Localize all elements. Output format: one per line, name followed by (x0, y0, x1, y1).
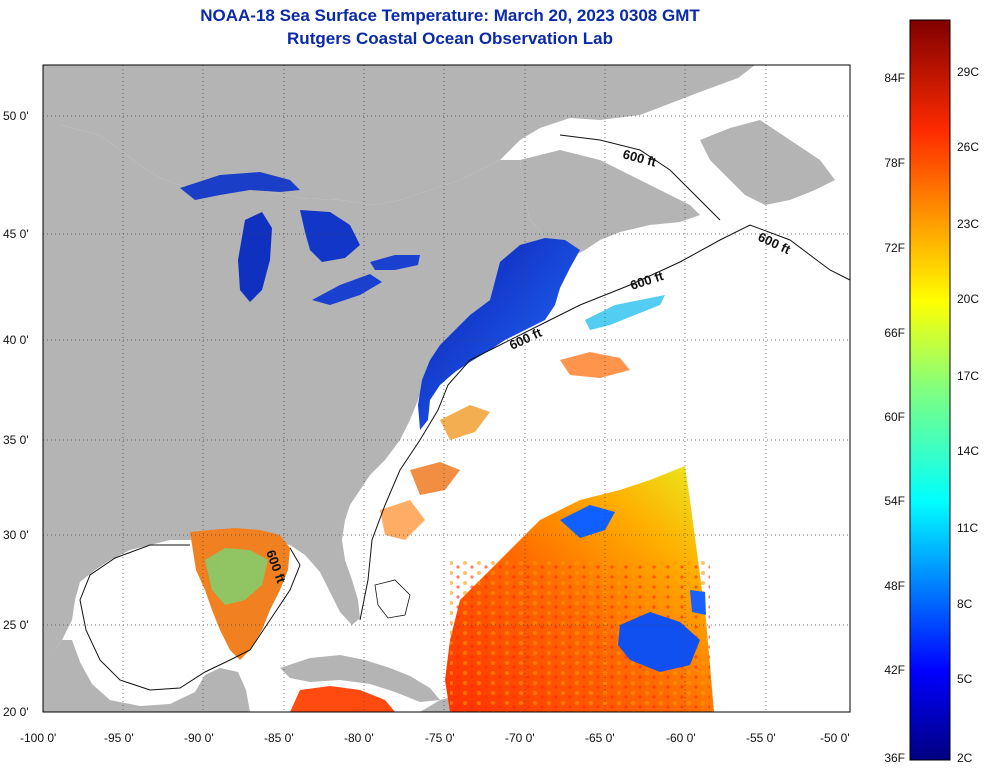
sst-cold-eddy-1 (560, 505, 615, 538)
cb-f-label: 54F (884, 494, 905, 508)
sst-gulfstream-patch-3 (380, 500, 425, 540)
lon-tick: -65 0' (585, 731, 615, 745)
lake-huron (300, 210, 360, 262)
sst-gulf-cool (205, 548, 268, 605)
cb-f-label: 36F (884, 751, 905, 765)
lat-tick: 25 0' (3, 618, 29, 632)
cb-c-label: 5C (957, 672, 973, 686)
lon-tick: -75 0' (425, 731, 455, 745)
sst-caribbean (290, 686, 395, 712)
lat-tick: 45 0' (3, 227, 29, 241)
colorbar (909, 19, 951, 761)
contour-600ft-north (559, 134, 721, 221)
land-cuba (280, 655, 440, 702)
cb-c-label: 8C (957, 597, 973, 611)
cb-c-label: 20C (957, 292, 979, 306)
lake-superior (180, 172, 300, 200)
land-north (43, 65, 755, 205)
lon-tick: -90 0' (184, 731, 214, 745)
cb-c-label: 29C (957, 65, 979, 79)
map-border (42, 64, 851, 713)
lat-tick: 30 0' (3, 528, 29, 542)
cb-c-label: 26C (957, 140, 979, 154)
lat-tick: 20 0' (3, 705, 29, 719)
lat-tick: 35 0' (3, 433, 29, 447)
cb-c-label: 14C (957, 444, 979, 458)
cb-f-label: 78F (884, 156, 905, 170)
cb-f-label: 66F (884, 326, 905, 340)
lon-tick: -70 0' (505, 731, 535, 745)
lon-tick: -60 0' (666, 731, 696, 745)
land-mexico (43, 640, 250, 712)
lon-tick: -55 0' (746, 731, 776, 745)
map-title: NOAA-18 Sea Surface Temperature: March 2… (200, 6, 700, 25)
lat-ticks: 50 0' 45 0' 40 0' 35 0' 30 0' 25 0' 20 0… (3, 109, 29, 719)
lat-tick: 40 0' (3, 333, 29, 347)
lat-tick: 50 0' (3, 109, 29, 123)
land-maritimes (520, 150, 700, 258)
contour-600ft-gulf (79, 544, 301, 691)
lon-tick: -80 0' (344, 731, 374, 745)
sst-gulfstream-patch-1 (440, 405, 490, 440)
land-newfoundland (700, 120, 835, 205)
cb-c-label: 23C (957, 217, 979, 231)
map-clip-group (43, 65, 851, 712)
sst-cold-coastal (418, 238, 580, 430)
lon-tick: -100 0' (20, 731, 56, 745)
sst-gulfstream-patch-2 (410, 462, 460, 495)
cb-f-label: 42F (884, 663, 905, 677)
lon-tick: -85 0' (264, 731, 294, 745)
cb-f-label: 48F (884, 579, 905, 593)
lon-ticks: -100 0' -95 0' -90 0' -85 0' -80 0' -75 … (20, 731, 850, 745)
sst-gulfstream-patch-4 (560, 352, 630, 378)
cb-c-label: 17C (957, 369, 979, 383)
bahamas-bank (374, 579, 411, 619)
cb-f-label: 60F (884, 410, 905, 424)
lake-ontario (370, 255, 420, 270)
colorbar-fahrenheit-labels: 84F 78F 72F 66F 60F 54F 48F 42F 36F (884, 71, 905, 765)
cb-c-label: 11C (957, 521, 978, 535)
sst-cold-eddy-3 (690, 590, 706, 615)
contour-600ft-atlantic (359, 224, 851, 621)
graticule (43, 65, 850, 712)
colorbar-celsius-labels: 29C 26C 23C 20C 17C 14C 11C 8C 5C 2C (957, 65, 979, 765)
cb-c-label: 2C (957, 751, 973, 765)
cb-f-label: 84F (884, 71, 905, 85)
lake-erie (312, 274, 382, 305)
land-us (43, 125, 555, 650)
sst-cold-eddy-2 (618, 612, 700, 672)
lake-michigan (238, 212, 272, 302)
lon-tick: -50 0' (820, 731, 850, 745)
map-subtitle: Rutgers Coastal Ocean Observation Lab (287, 29, 613, 48)
cb-f-label: 72F (884, 241, 905, 255)
lon-tick: -95 0' (104, 731, 134, 745)
